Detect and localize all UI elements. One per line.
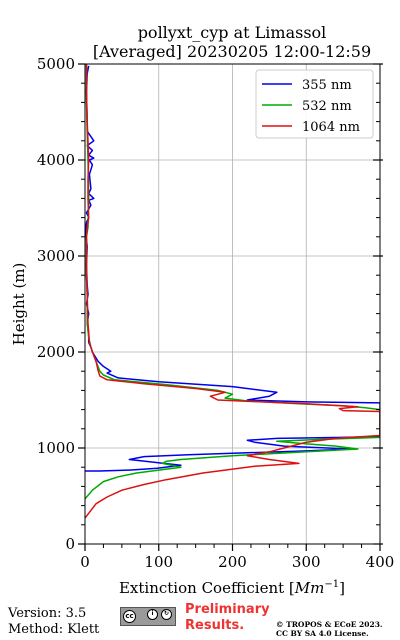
legend-entry: 532 nm: [302, 99, 352, 114]
preliminary-line-2: Results.: [185, 618, 245, 633]
version-text: Version: 3.5: [8, 606, 87, 621]
copyright-note: © TROPOS & ECoE 2023. CC BY SA 4.0 Licen…: [276, 620, 383, 638]
x-tick-label: 400: [366, 553, 395, 571]
y-axis-label: Height (m): [10, 263, 28, 346]
x-tick-labels: 0 100 200 300 400: [80, 553, 394, 571]
x-tick-label: 0: [80, 553, 90, 571]
y-tick-label: 0: [65, 535, 75, 553]
y-tick-label: 1000: [37, 439, 75, 457]
cc-by-sa-icon: cc i ↻: [120, 607, 176, 626]
y-tick-labels: 0 1000 2000 3000 4000 5000: [37, 55, 75, 553]
copyright-line-1: © TROPOS & ECoE 2023.: [276, 620, 383, 629]
x-axis-label: Extinction Coefficient [Mm−1]: [119, 579, 345, 597]
y-tick-label: 4000: [37, 151, 75, 169]
series-layer: [85, 64, 380, 519]
legend-entry: 1064 nm: [302, 120, 360, 135]
y-tick-label: 3000: [37, 247, 75, 265]
y-tick-label: 5000: [37, 55, 75, 73]
series-line-1064-nm: [85, 64, 380, 519]
chart-subtitle: [Averaged] 20230205 12:00-12:59: [93, 42, 371, 61]
x-tick-label: 100: [144, 553, 173, 571]
method-text: Method: Klett: [8, 622, 100, 637]
legend-entry: 355 nm: [302, 78, 352, 93]
x-tick-label: 300: [292, 553, 321, 571]
extinction-profile-chart: pollyxt_cyp at Limassol [Averaged] 20230…: [10, 23, 394, 597]
preliminary-results-note: Preliminary Results.: [185, 602, 270, 634]
x-tick-label: 200: [218, 553, 247, 571]
y-tick-label: 2000: [37, 343, 75, 361]
preliminary-line-1: Preliminary: [185, 602, 270, 617]
axis-ticks: [78, 63, 383, 551]
copyright-line-2: CC BY SA 4.0 License.: [276, 629, 369, 638]
legend: 355 nm 532 nm 1064 nm: [255, 69, 374, 139]
chart-title: pollyxt_cyp at Limassol: [138, 23, 327, 42]
legend-box: [255, 69, 374, 139]
